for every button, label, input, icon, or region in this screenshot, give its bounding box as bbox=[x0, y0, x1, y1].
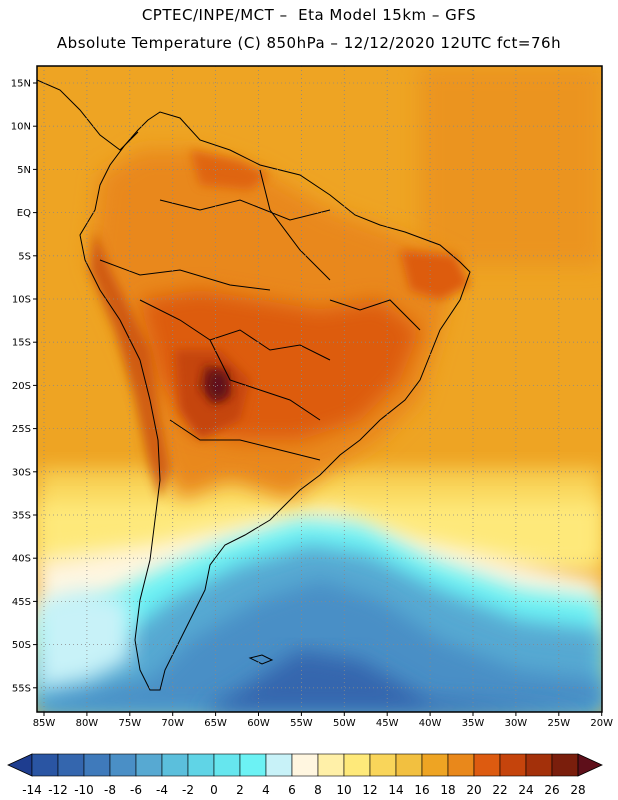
colorbar-swatch bbox=[291, 753, 319, 777]
colorbar-swatch bbox=[135, 753, 163, 777]
colorbar-arrow-right bbox=[577, 753, 603, 777]
colorbar-tick-label: 12 bbox=[362, 783, 377, 797]
colorbar-swatch bbox=[265, 753, 293, 777]
colorbar-tick-label: 24 bbox=[518, 783, 533, 797]
colorbar-swatch bbox=[317, 753, 345, 777]
colorbar-tick-label: 8 bbox=[314, 783, 322, 797]
lat-label: 35S bbox=[12, 511, 31, 522]
lat-label: 5N bbox=[17, 165, 31, 176]
colorbar-tick-label: -12 bbox=[48, 783, 68, 797]
colorbar-swatch bbox=[161, 753, 189, 777]
lat-label: 20S bbox=[12, 381, 31, 392]
colorbar-swatch bbox=[395, 753, 423, 777]
colorbar-swatch bbox=[473, 753, 501, 777]
lon-label: 55W bbox=[290, 718, 313, 729]
colorbar-tick-label: -14 bbox=[22, 783, 42, 797]
colorbar-swatch bbox=[83, 753, 111, 777]
lat-label: 10N bbox=[11, 122, 31, 133]
colorbar-tick-label: 16 bbox=[414, 783, 429, 797]
colorbar-tick-label: 18 bbox=[440, 783, 455, 797]
colorbar-swatch bbox=[421, 753, 449, 777]
longitude-labels: 85W 80W 75W 70W 65W 60W 55W 50W 45W 40W 35W 30W 25W 2… bbox=[33, 712, 613, 729]
colorbar-tick-label: 6 bbox=[288, 783, 296, 797]
lat-label: 25S bbox=[12, 424, 31, 435]
colorbar-swatch bbox=[499, 753, 527, 777]
lon-label: 75W bbox=[118, 718, 141, 729]
map-title-line2: Absolute Temperature (C) 850hPa – 12/12/… bbox=[56, 34, 562, 52]
lon-label: 35W bbox=[462, 718, 485, 729]
colorbar-tick-label: 2 bbox=[236, 783, 244, 797]
lon-label: 85W bbox=[33, 718, 56, 729]
map-frame bbox=[36, 65, 603, 713]
colorbar-arrow-left bbox=[7, 753, 33, 777]
lat-label: 5S bbox=[18, 251, 31, 262]
lon-label: 30W bbox=[505, 718, 528, 729]
coastline bbox=[36, 79, 471, 691]
lat-label: 50S bbox=[12, 640, 31, 651]
colorbar-tick-label: -8 bbox=[104, 783, 116, 797]
colorbar-swatch bbox=[447, 753, 475, 777]
colorbar-swatch bbox=[551, 753, 579, 777]
colorbar-tick-label: 10 bbox=[336, 783, 351, 797]
lat-label: 45S bbox=[12, 597, 31, 608]
lon-label: 70W bbox=[161, 718, 184, 729]
lat-label: 55S bbox=[12, 683, 31, 694]
colorbar-tick-label: 4 bbox=[262, 783, 270, 797]
colorbar-tick-label: 0 bbox=[210, 783, 218, 797]
colorbar-swatch bbox=[213, 753, 241, 777]
lon-label: 45W bbox=[376, 718, 399, 729]
colorbar-tick-label: 20 bbox=[466, 783, 481, 797]
temperature-field bbox=[37, 66, 602, 712]
colorbar-swatch bbox=[239, 753, 267, 777]
colorbar-tick-label: -2 bbox=[182, 783, 194, 797]
lat-label: 15N bbox=[11, 79, 31, 90]
lon-label: 40W bbox=[419, 718, 442, 729]
colorbar-tick-label: 28 bbox=[570, 783, 585, 797]
colorbar-swatch bbox=[109, 753, 137, 777]
colorbar-swatch bbox=[343, 753, 371, 777]
colorbar-tick-label: -6 bbox=[130, 783, 142, 797]
colorbar-tick-label: 26 bbox=[544, 783, 559, 797]
lat-label: 40S bbox=[12, 554, 31, 565]
lat-label: EQ bbox=[17, 208, 31, 219]
lat-label: 15S bbox=[12, 338, 31, 349]
lon-label: 80W bbox=[76, 718, 99, 729]
colorbar-swatch bbox=[369, 753, 397, 777]
lon-label: 20W bbox=[590, 718, 613, 729]
map-title-line1: CPTEC/INPE/MCT – Eta Model 15km – GFS bbox=[141, 6, 477, 24]
lon-label: 50W bbox=[333, 718, 356, 729]
colorbar-swatch bbox=[31, 753, 59, 777]
colorbar-tick-label: 22 bbox=[492, 783, 507, 797]
lat-label: 10S bbox=[12, 295, 31, 306]
colorbar-swatch bbox=[187, 753, 215, 777]
colorbar-tick-label: 14 bbox=[388, 783, 403, 797]
colorbar-swatch bbox=[525, 753, 553, 777]
lon-label: 65W bbox=[204, 718, 227, 729]
lat-label: 30S bbox=[12, 467, 31, 478]
colorbar bbox=[7, 753, 603, 777]
colorbar-tick-label: -10 bbox=[74, 783, 94, 797]
latitude-labels: 15N 10N 5N EQ 5S 10S 15S 20S 25S 30S 35S 40S 45S 50S 5… bbox=[11, 79, 37, 694]
colorbar-tick-label: -4 bbox=[156, 783, 168, 797]
colorbar-labels: -14 -12 -10 -8 -6 -4 -2 0 2 4 6 8 10 12 14 16 18 20 22 24 26… bbox=[22, 783, 585, 797]
colorbar-swatch bbox=[57, 753, 85, 777]
lon-label: 25W bbox=[547, 718, 570, 729]
lon-label: 60W bbox=[247, 718, 270, 729]
